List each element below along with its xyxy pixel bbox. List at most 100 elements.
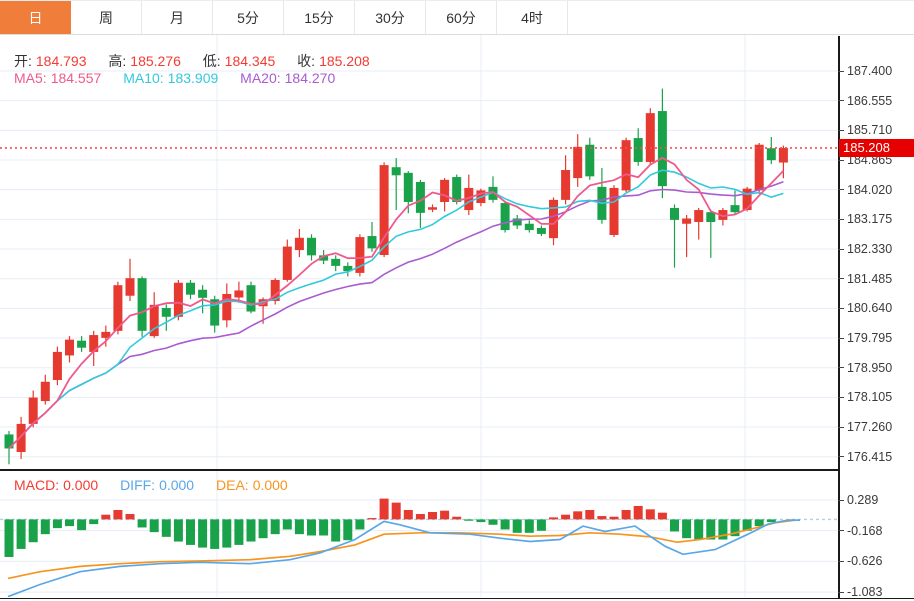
price-tick-label: 176.415 (847, 449, 893, 464)
macd-histogram-bar (633, 505, 643, 520)
candle-body (391, 167, 401, 176)
candle-body (730, 205, 740, 213)
macd-chart[interactable] (0, 471, 838, 597)
macd-histogram-bar (645, 509, 655, 520)
open-value: 184.793 (35, 53, 87, 69)
macd-histogram-bar (561, 514, 571, 520)
candle-body (754, 144, 764, 191)
tab-timeframe-7[interactable]: 4时 (497, 1, 568, 34)
macd-histogram-bar (210, 519, 220, 549)
price-tick (838, 307, 844, 309)
candle-body (778, 147, 788, 163)
macd-histogram-bar (294, 519, 304, 535)
price-tick-label: 185.710 (847, 123, 893, 138)
price-tick-label: 181.485 (847, 271, 893, 286)
macd-histogram-bar (488, 519, 498, 525)
macd-histogram-bar (464, 519, 474, 521)
candle-body (307, 237, 316, 256)
ma-readout: MA5: 184.557 MA10: 183.909 MA20: 184.270 (14, 70, 353, 86)
macd-histogram-bar (706, 519, 716, 540)
candle-body (524, 223, 534, 231)
macd-histogram-bar (307, 519, 316, 536)
open-label: 开: (14, 53, 32, 69)
timeframe-tabbar: 日周月 5分 15分 30分 60分 4时 (0, 0, 914, 35)
low-label: 低: (202, 53, 221, 69)
price-tick (838, 456, 844, 458)
macd-histogram-bar (173, 519, 183, 542)
macd-histogram-bar (573, 511, 583, 520)
candle-body (367, 236, 377, 249)
panel-divider (0, 469, 838, 471)
macd-histogram-bar (742, 519, 752, 531)
tab-timeframe-0[interactable]: 日 (0, 1, 71, 34)
candle-body (40, 381, 50, 402)
price-tick (838, 396, 844, 398)
candle-body (246, 285, 256, 312)
macd-histogram-bar (415, 514, 425, 520)
candle-body (440, 179, 450, 202)
macd-histogram-bar (549, 517, 558, 520)
macd-histogram-bar (621, 510, 631, 520)
ma10-value: 183.909 (167, 70, 219, 86)
candle-body (657, 111, 667, 187)
macd-histogram-bar (379, 498, 389, 520)
macd-histogram-bar (77, 519, 87, 531)
price-tick-label: 179.795 (847, 331, 893, 346)
candle-body (89, 335, 99, 352)
macd-histogram-bar (343, 519, 353, 541)
high-value: 185.276 (130, 53, 181, 69)
macd-histogram-bar (113, 510, 123, 520)
candle-body (464, 187, 474, 211)
tab-timeframe-1[interactable]: 周 (71, 1, 142, 34)
tab-timeframe-3[interactable]: 5分 (213, 1, 284, 34)
tab-timeframe-4[interactable]: 15分 (284, 1, 355, 34)
candle-body (161, 308, 171, 317)
macd-histogram-bar (137, 519, 147, 528)
price-tick-label: 186.555 (847, 93, 893, 108)
candle-body (28, 397, 38, 424)
candle-body (706, 212, 716, 222)
candle-body (101, 331, 111, 338)
tab-timeframe-5[interactable]: 30分 (355, 1, 426, 34)
ohlc-readout: 开: 184.793 高: 185.276 低: 184.345 收: 185.208 (14, 51, 388, 71)
dea-line (7, 519, 796, 580)
tab-timeframe-2[interactable]: 月 (142, 1, 213, 34)
candle-body (633, 138, 643, 162)
close-value: 185.208 (319, 53, 370, 69)
macd-histogram-bar (222, 519, 232, 548)
macd-histogram-bar (754, 519, 764, 527)
macd-histogram-bar (452, 516, 462, 520)
candle-body (561, 170, 571, 200)
current-price-badge: 185.208 (839, 138, 914, 157)
bottom-border (0, 597, 914, 599)
price-tick (838, 278, 844, 280)
candle-body (512, 218, 522, 226)
candle-body (343, 265, 353, 272)
dea-label: DEA: (216, 477, 249, 493)
tab-timeframe-6[interactable]: 60分 (426, 1, 497, 34)
candlestick-chart[interactable] (0, 35, 838, 471)
macd-histogram-bar (585, 510, 595, 520)
price-tick (838, 159, 844, 161)
candle-body (234, 290, 244, 298)
macd-histogram-bar (258, 519, 268, 539)
ma20-line (8, 181, 784, 450)
macd-histogram-bar (40, 519, 50, 535)
macd-histogram-bar (670, 519, 679, 532)
price-tick (838, 248, 844, 250)
macd-histogram-bar (609, 516, 619, 520)
candle-body (198, 289, 208, 298)
macd-histogram-bar (28, 519, 38, 543)
candle-body (222, 293, 232, 321)
candle-body (173, 282, 183, 317)
price-tick (838, 100, 844, 102)
macd-histogram-bar (524, 519, 534, 533)
candle-body (379, 165, 389, 255)
macd-histogram-bar (101, 514, 111, 520)
macd-histogram-bar (476, 519, 486, 523)
candle-body (113, 285, 123, 331)
macd-histogram-bar (597, 516, 607, 520)
candle-body (4, 434, 14, 449)
ma5-label: MA5: (14, 70, 47, 86)
